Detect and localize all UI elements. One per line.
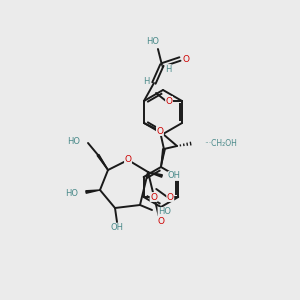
Polygon shape [97, 154, 108, 170]
Text: O: O [124, 155, 131, 164]
Text: O: O [167, 193, 174, 202]
Polygon shape [161, 149, 165, 167]
Text: HO: HO [65, 188, 78, 197]
Text: HO: HO [67, 136, 80, 146]
Text: O: O [158, 217, 164, 226]
Polygon shape [86, 190, 100, 193]
Text: O: O [166, 97, 172, 106]
Text: HO: HO [146, 38, 159, 46]
Text: ···CH₂OH: ···CH₂OH [204, 139, 237, 148]
Text: OH: OH [110, 224, 124, 232]
Text: H: H [165, 64, 171, 74]
Text: HO: HO [158, 208, 171, 217]
Polygon shape [148, 172, 162, 177]
Text: OH: OH [168, 172, 181, 181]
Text: O: O [150, 193, 157, 202]
Text: H: H [143, 76, 149, 85]
Text: O: O [182, 55, 189, 64]
Text: O: O [156, 127, 164, 136]
